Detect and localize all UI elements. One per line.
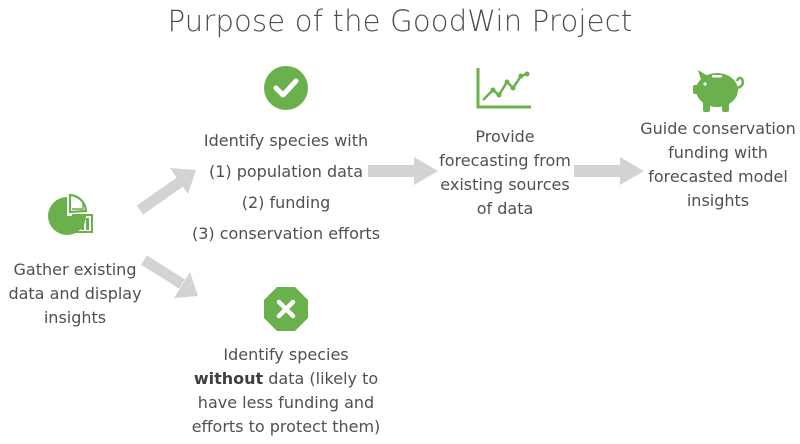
line-chart-icon <box>476 68 531 109</box>
identify-without-text: Identify species without data (likely to… <box>186 343 386 439</box>
identify-without-line-rest: data (likely to <box>263 369 379 388</box>
arrow-down-right <box>141 255 198 298</box>
identify-with-line: (1) population data <box>208 162 363 181</box>
identify-with-line: (2) funding <box>241 193 331 212</box>
gather-line: data and display <box>8 284 142 303</box>
arrow-right-1 <box>368 157 438 185</box>
forecast-line: Provide <box>475 127 535 146</box>
forecast-line: of data <box>476 199 534 218</box>
identify-without-line: without data (likely to <box>186 367 386 391</box>
guide-line: Guide conservation <box>640 119 796 138</box>
identify-with-text: Identify species with (1) population dat… <box>186 125 386 249</box>
forecast-text: Provide forecasting from existing source… <box>430 125 580 221</box>
identify-without-line: Identify species <box>223 345 349 364</box>
piggy-bank-icon <box>693 70 745 112</box>
identify-without-line: have less funding and <box>197 393 375 412</box>
page-title: Purpose of the GoodWin Project <box>167 4 633 38</box>
guide-line: forecasted model <box>648 167 788 186</box>
forecast-line: existing sources <box>440 175 570 194</box>
arrow-up-right <box>136 168 196 215</box>
guide-text: Guide conservation funding with forecast… <box>638 117 798 213</box>
x-octagon-icon <box>264 287 308 331</box>
arrow-right-2 <box>574 157 644 185</box>
check-circle-icon <box>264 66 308 110</box>
gather-text: Gather existing data and display insight… <box>0 258 150 330</box>
forecast-line: forecasting from <box>439 151 571 170</box>
gather-line: Gather existing <box>13 260 137 279</box>
identify-with-line: Identify species with <box>203 131 369 150</box>
without-bold: without <box>193 369 264 388</box>
guide-line: funding with <box>668 143 768 162</box>
identify-without-line: efforts to protect them) <box>191 417 381 436</box>
guide-line: insights <box>686 191 750 210</box>
identify-with-line: (3) conservation efforts <box>191 224 381 243</box>
gather-line: insights <box>43 308 107 327</box>
pie-chart-icon <box>48 193 93 235</box>
